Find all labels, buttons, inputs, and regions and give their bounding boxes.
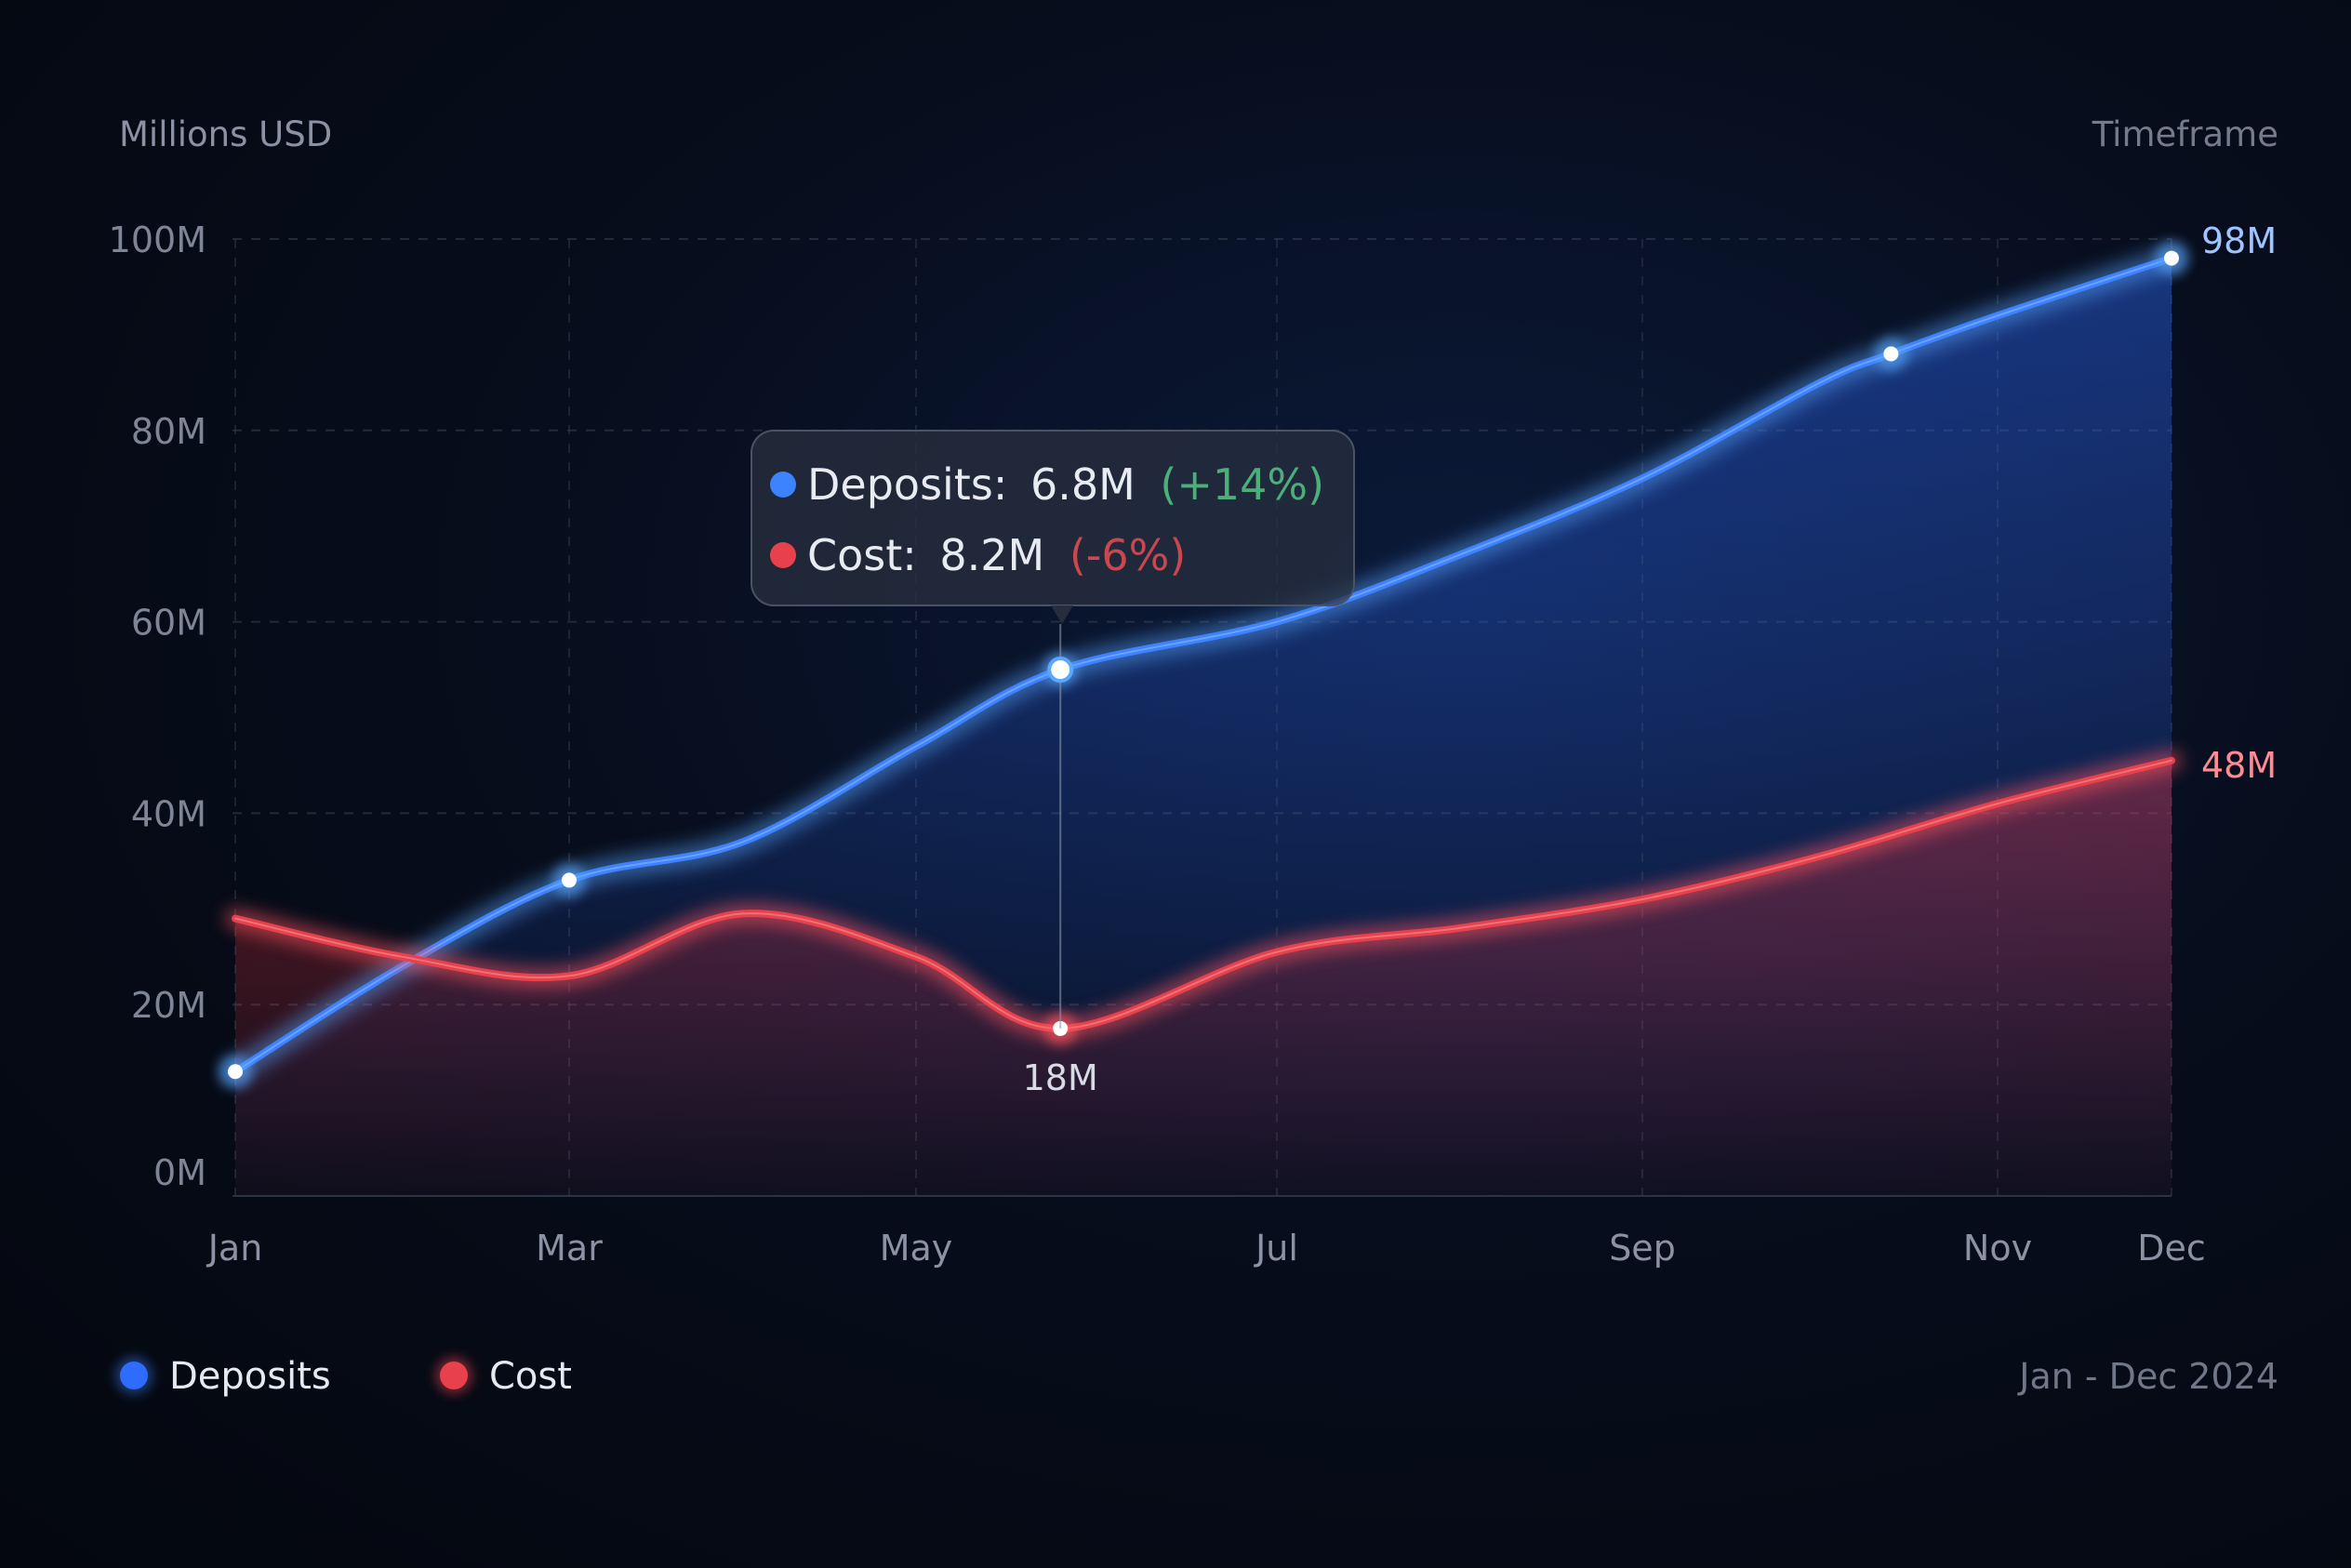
legend-deposits-label: Deposits: [169, 1355, 331, 1398]
tooltip: Deposits: 6.8M (+14%) Cost: 8.2M (-6%): [750, 430, 1355, 624]
legend-deposits-swatch: [120, 1362, 148, 1389]
y-tick-label: 0M: [153, 1152, 206, 1193]
date-range-label: Jan - Dec 2024: [2017, 1356, 2278, 1397]
tooltip-cost-label: Cost:: [807, 530, 917, 580]
deposits-point: [562, 872, 577, 888]
y-axis-ticks: 0M 20M 40M 60M 80M 100M: [109, 219, 206, 1193]
x-tick-label: Dec: [2137, 1228, 2206, 1269]
x-tick-label: Jan: [206, 1228, 263, 1269]
deposits-point: [228, 1064, 243, 1080]
tooltip-deposits-dot: [770, 472, 796, 498]
cost-end-label: 48M: [2201, 745, 2277, 786]
series-markers: [219, 241, 2188, 1089]
legend-item-deposits[interactable]: Deposits: [115, 1355, 331, 1398]
x-tick-label: May: [880, 1228, 953, 1269]
y-tick-label: 20M: [131, 985, 206, 1026]
unit-label: Millions USD: [119, 114, 332, 154]
tooltip-cost-change: (-6%): [1069, 530, 1186, 580]
highlight-deposits-point: [1047, 657, 1074, 684]
cost-area: [235, 760, 2172, 1196]
x-tick-label: Sep: [1609, 1228, 1676, 1269]
deposits-point: [2164, 250, 2179, 266]
y-tick-label: 80M: [131, 411, 206, 452]
legend: Deposits Cost: [115, 1355, 572, 1398]
y-tick-label: 40M: [131, 793, 206, 834]
tooltip-deposits-change: (+14%): [1160, 459, 1324, 510]
legend-cost-label: Cost: [489, 1355, 572, 1398]
area-fills: [235, 258, 2172, 1197]
cost-line-highlight: [234, 759, 2172, 1030]
cost-point-label: 18M: [1023, 1057, 1098, 1098]
tooltip-cost-row: Cost: 8.2M (-6%): [807, 530, 1186, 580]
y-tick-label: 60M: [131, 603, 206, 644]
tooltip-pointer: [1051, 605, 1073, 624]
tooltip-cost-value: 8.2M: [939, 530, 1044, 580]
deposits-end-label: 98M: [2201, 220, 2277, 261]
tooltip-cost-dot: [770, 542, 796, 568]
x-axis-ticks: Jan Mar May Jul Sep Nov Dec: [206, 1228, 2206, 1269]
deposits-point: [1883, 346, 1899, 362]
x-tick-label: Mar: [536, 1228, 603, 1269]
cost-line: [232, 756, 2175, 1032]
x-tick-label: Nov: [1963, 1228, 2032, 1269]
timeframe-label: Timeframe: [2092, 114, 2278, 154]
tooltip-deposits-label: Deposits:: [807, 459, 1007, 510]
legend-cost-swatch: [440, 1362, 468, 1389]
legend-item-cost[interactable]: Cost: [435, 1355, 572, 1398]
y-tick-label: 100M: [109, 219, 206, 260]
tooltip-deposits-value: 6.8M: [1030, 459, 1136, 510]
x-tick-label: Jul: [1254, 1228, 1298, 1269]
tooltip-deposits-row: Deposits: 6.8M (+14%): [807, 459, 1324, 510]
